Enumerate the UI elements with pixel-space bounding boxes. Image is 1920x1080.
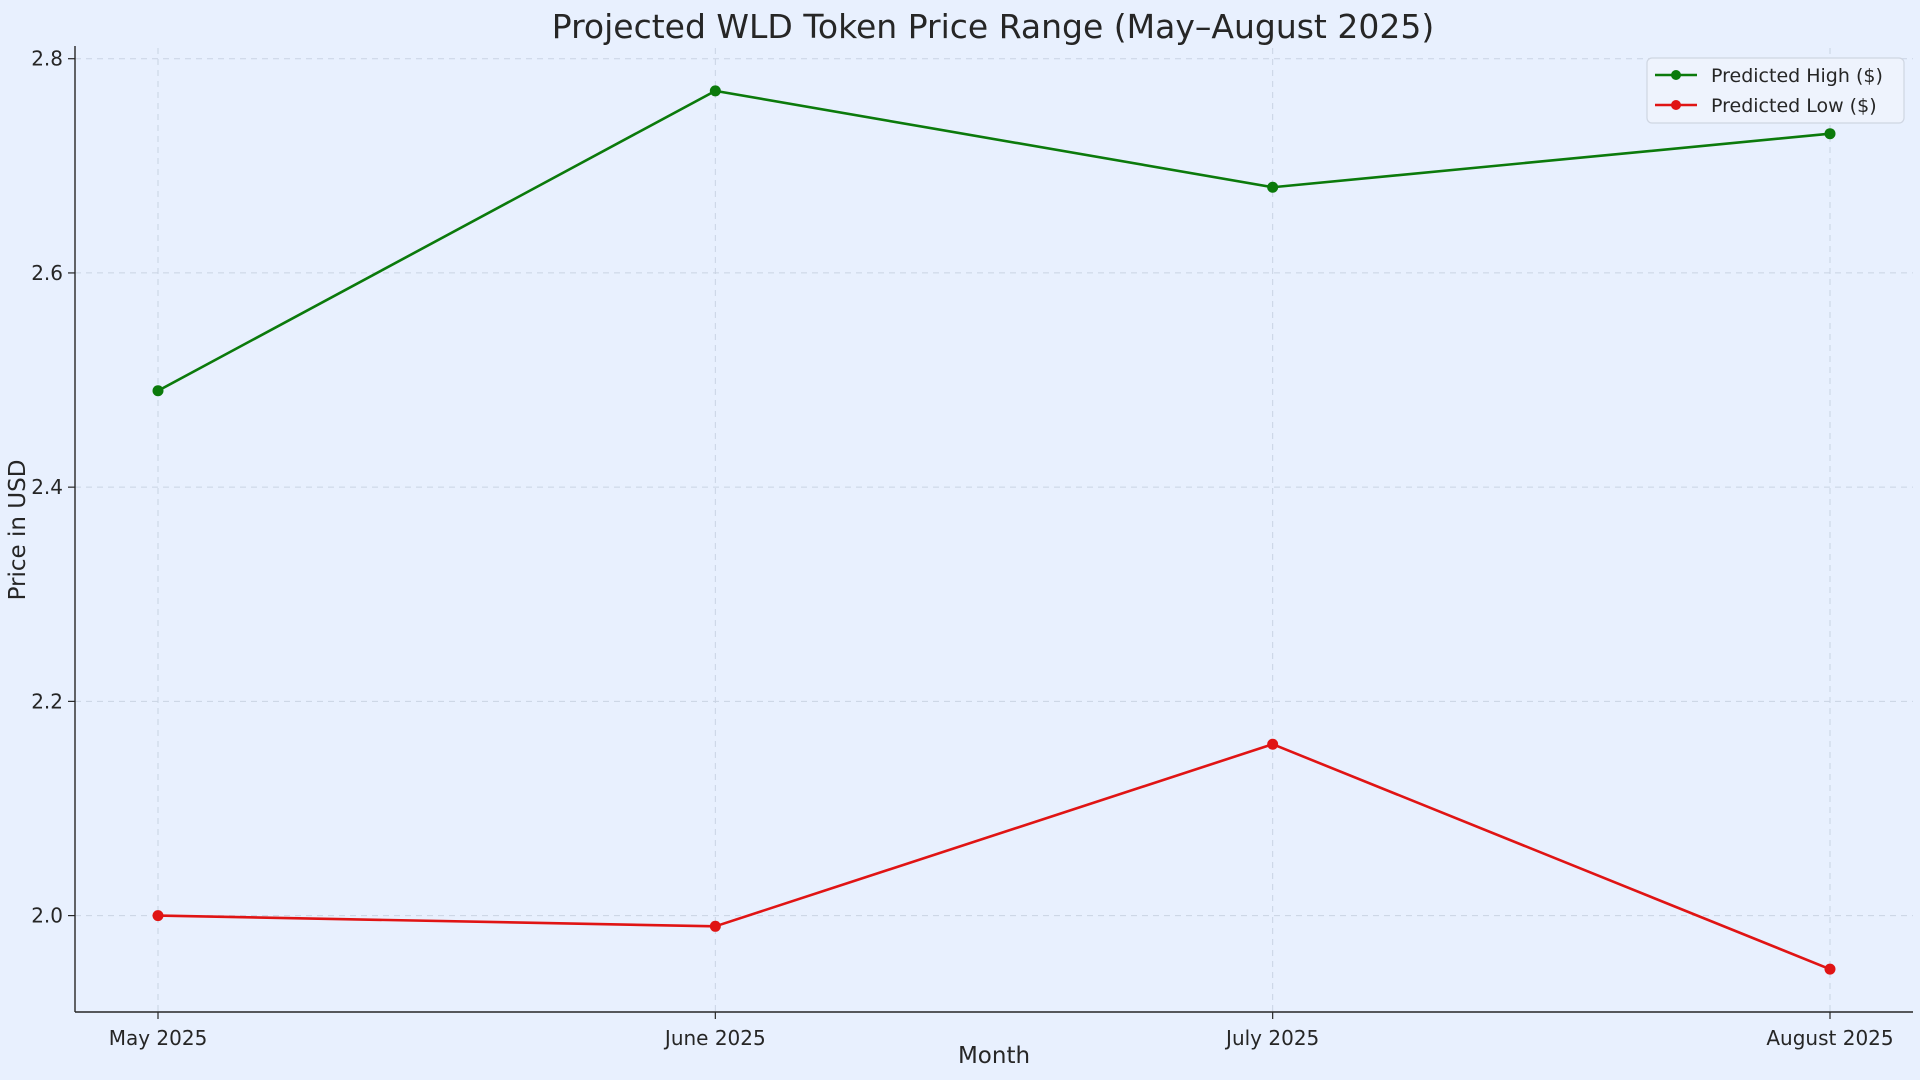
series-line-0 <box>157 89 1831 392</box>
legend-label-low: Predicted Low ($) <box>1711 95 1877 117</box>
y-tick-label: 2.6 <box>31 261 63 285</box>
legend-box <box>1646 57 1905 124</box>
x-axis-label: Month <box>958 1043 1030 1069</box>
y-axis-label: Price in USD <box>5 460 31 601</box>
data-point <box>1267 738 1279 750</box>
data-point <box>1267 181 1279 193</box>
grid-lines <box>75 48 1913 1012</box>
y-tick-label: 2.4 <box>31 475 63 499</box>
legend-marker-low <box>1671 100 1681 110</box>
axes <box>68 46 1913 1019</box>
y-tick-label: 2.8 <box>31 47 63 71</box>
series-line-1 <box>157 742 1831 971</box>
y-tick-label: 2.0 <box>31 904 63 928</box>
x-tick-label: June 2025 <box>663 1026 766 1050</box>
data-point <box>709 85 721 97</box>
legend-marker-high <box>1671 70 1681 80</box>
data-point <box>1824 963 1836 975</box>
legend: Predicted High ($) Predicted Low ($) <box>1646 57 1905 124</box>
data-point <box>152 910 164 922</box>
x-tick-label: July 2025 <box>1224 1026 1319 1050</box>
tick-labels: 2.0 2.2 2.4 2.6 2.8 May 2025 June 2025 July 202… <box>31 47 1893 1050</box>
data-point <box>1824 128 1836 140</box>
x-tick-label: August 2025 <box>1766 1026 1893 1050</box>
data-point <box>152 385 164 397</box>
series-lines <box>152 85 1836 975</box>
data-point <box>709 920 721 932</box>
chart-title: Projected WLD Token Price Range (May–Aug… <box>552 7 1434 46</box>
y-tick-label: 2.2 <box>31 689 63 713</box>
legend-label-high: Predicted High ($) <box>1711 65 1883 87</box>
x-tick-label: May 2025 <box>109 1026 208 1050</box>
